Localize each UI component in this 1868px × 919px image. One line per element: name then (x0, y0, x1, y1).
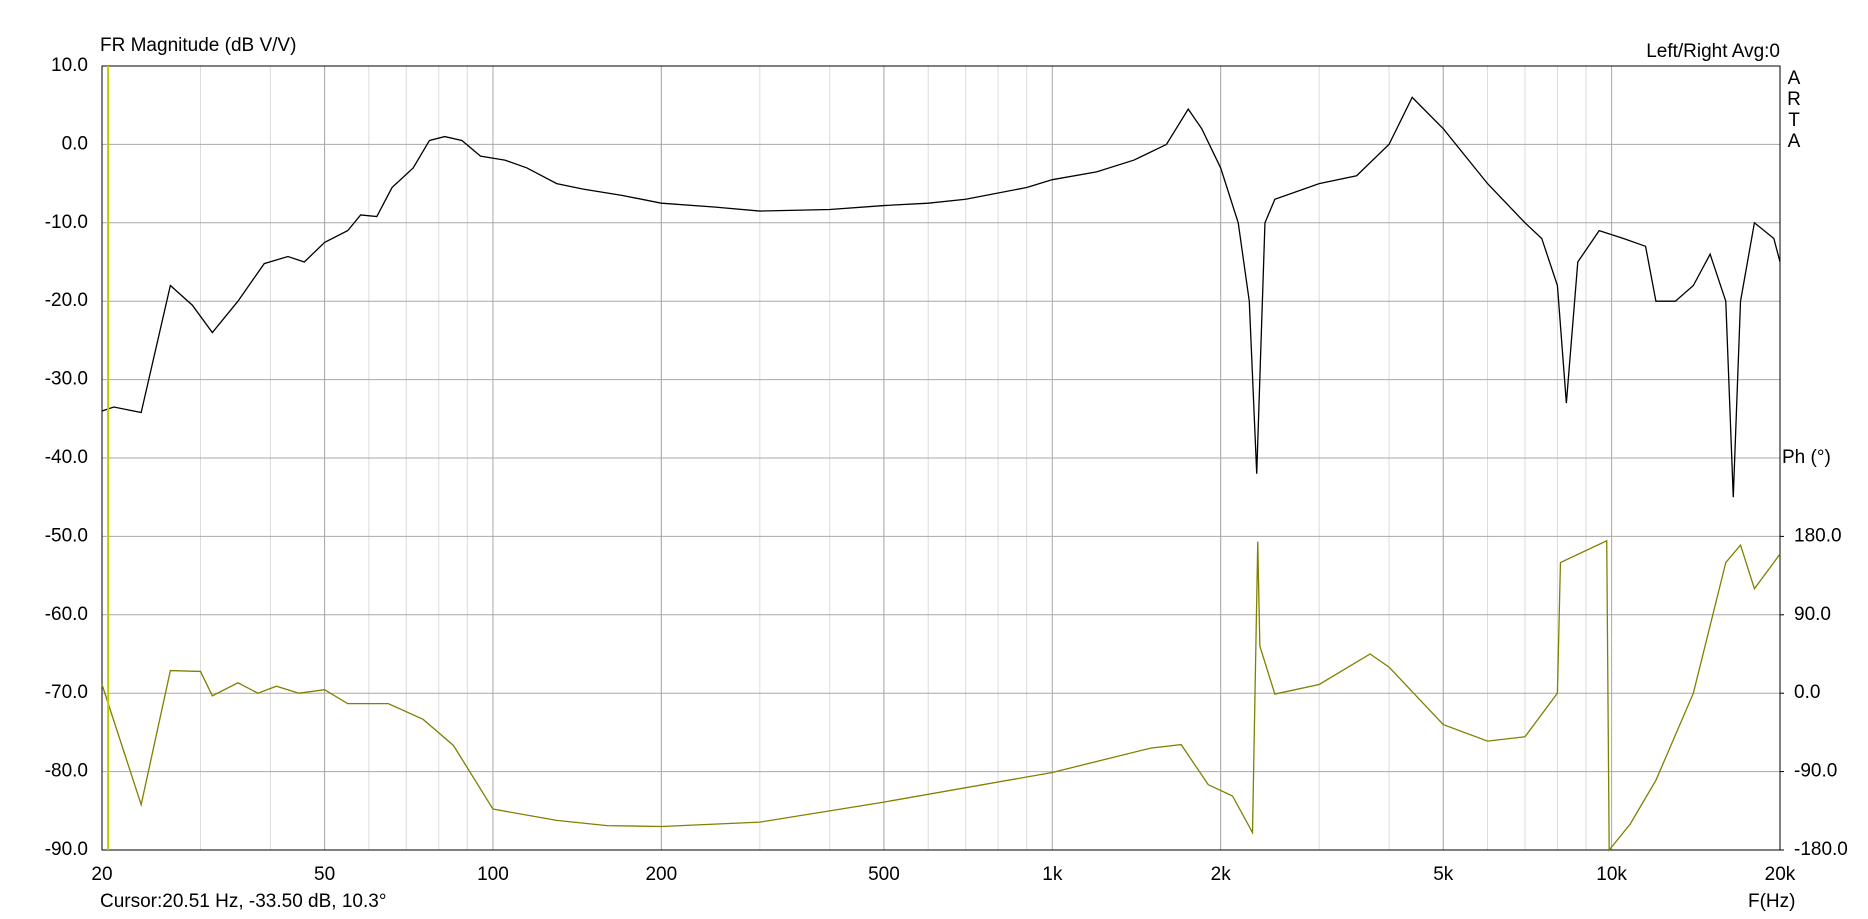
x-tick-label: 20 (91, 864, 112, 885)
y-tick-label: -30.0 (45, 369, 88, 390)
y-tick-label: -60.0 (45, 604, 88, 625)
y-tick-label: -80.0 (45, 761, 88, 782)
y-tick-label: -40.0 (45, 447, 88, 468)
x-tick-label: 200 (645, 864, 677, 885)
y-tick-label: -70.0 (45, 682, 88, 703)
y2-tick-label: 90.0 (1794, 604, 1831, 625)
x-tick-label: 1k (1042, 864, 1063, 885)
x-tick-label: 20k (1765, 864, 1796, 885)
x-tick-label: 2k (1211, 864, 1232, 885)
y-tick-label: -20.0 (45, 290, 88, 311)
x-axis-label: F(Hz) (1748, 891, 1795, 912)
y-tick-label: 10.0 (51, 55, 88, 76)
y-tick-label: 0.0 (62, 133, 88, 154)
x-tick-label: 500 (868, 864, 900, 885)
y2-tick-label: 180.0 (1794, 525, 1842, 546)
series-line (101, 539, 1781, 852)
y2-axis-label: Ph (°) (1782, 447, 1831, 468)
x-tick-label: 10k (1596, 864, 1627, 885)
x-tick-label: 5k (1433, 864, 1454, 885)
y-tick-label: -10.0 (45, 212, 88, 233)
x-tick-label: 50 (314, 864, 335, 885)
logo: ARTA (1784, 68, 1805, 152)
y2-tick-label: -180.0 (1794, 839, 1848, 860)
chart-title: FR Magnitude (dB V/V) (100, 35, 296, 56)
top-right-label: Left/Right Avg:0 (1646, 41, 1780, 62)
y-tick-label: -50.0 (45, 525, 88, 546)
y2-tick-label: -90.0 (1794, 761, 1837, 782)
plot-frame (101, 65, 1781, 851)
x-tick-label: 100 (477, 864, 509, 885)
series-line (101, 96, 1781, 498)
y2-tick-label: 0.0 (1794, 682, 1820, 703)
cursor-readout: Cursor:20.51 Hz, -33.50 dB, 10.3° (100, 891, 386, 912)
y-tick-label: -90.0 (45, 839, 88, 860)
